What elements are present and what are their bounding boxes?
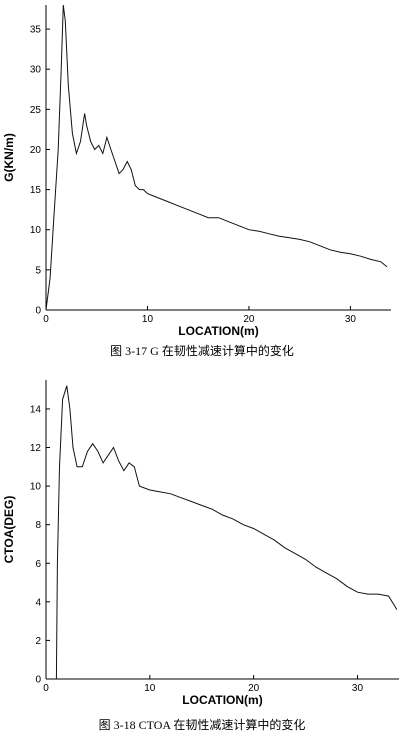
series-line-0 xyxy=(55,385,398,680)
y-tick-label: 4 xyxy=(35,597,41,608)
figure-caption-ctoa: 图 3-18 CTOA 在韧性减速计算中的变化 xyxy=(98,718,306,732)
series-line-0 xyxy=(45,4,388,311)
x-tick-label: 10 xyxy=(142,314,154,325)
ctoa-chart: 0 2 4 6 8 10 12 14 0 10 20 30 LOCATION(m) CTOA(DEG) xyxy=(2,380,399,707)
x-tick-label: 20 xyxy=(243,314,255,325)
y-tick-label: 35 xyxy=(30,25,42,36)
y-tick-label: 10 xyxy=(30,482,42,493)
x-tick-label: 10 xyxy=(144,683,156,694)
y-axis-title: CTOA(DEG) xyxy=(2,496,16,564)
x-tick-label: 0 xyxy=(43,314,49,325)
y-tick-label: 25 xyxy=(30,105,42,116)
y-tick-label: 12 xyxy=(30,443,42,454)
y-tick-label: 30 xyxy=(30,65,42,76)
y-tick-label: 5 xyxy=(35,265,41,276)
y-tick-label: 10 xyxy=(30,225,42,236)
y-tick-label: 0 xyxy=(35,306,41,317)
y-tick-label: 15 xyxy=(30,185,42,196)
y-tick-label: 8 xyxy=(35,520,41,531)
x-tick-label: 20 xyxy=(248,683,260,694)
x-tick-label: 0 xyxy=(43,683,49,694)
g-chart: 0 5 10 15 20 25 30 35 0 10 20 30 LOCATION(m) G(KN/m) xyxy=(2,4,391,338)
y-tick-label: 14 xyxy=(30,404,42,415)
figure-caption-g: 图 3-17 G 在韧性减速计算中的变化 xyxy=(110,344,294,358)
y-tick-label: 20 xyxy=(30,145,42,156)
x-tick-label: 30 xyxy=(345,314,357,325)
y-axis-title: G(KN/m) xyxy=(2,133,16,182)
y-tick-label: 6 xyxy=(35,559,41,570)
x-axis-title: LOCATION(m) xyxy=(182,693,262,707)
y-tick-label: 2 xyxy=(35,636,41,647)
y-tick-label: 0 xyxy=(35,675,41,686)
x-axis-title: LOCATION(m) xyxy=(178,324,258,338)
x-tick-label: 30 xyxy=(352,683,364,694)
